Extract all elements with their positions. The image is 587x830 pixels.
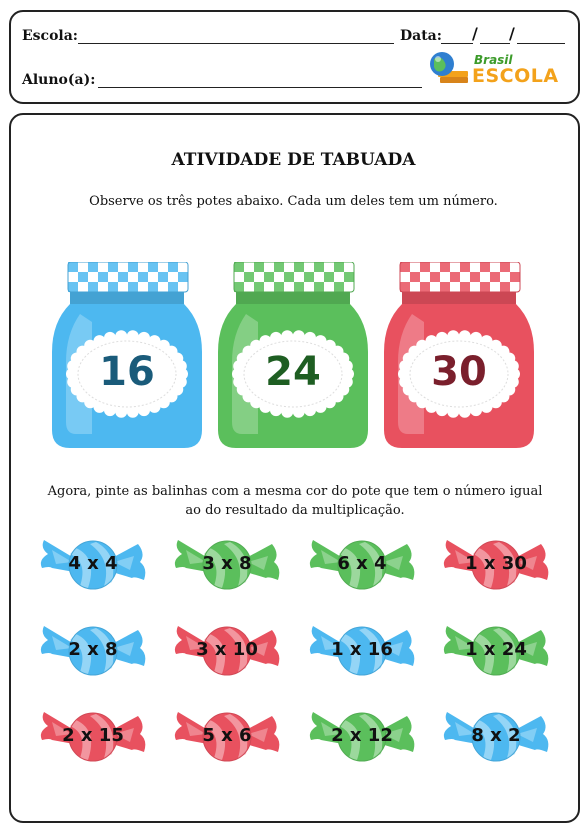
page-title: ATIVIDADE DE TABUADA — [171, 150, 416, 170]
school-field[interactable] — [78, 43, 394, 44]
candy-label: 1 x 30 — [465, 553, 527, 574]
instruction-text-1: Observe os três potes abaixo. Cada um de… — [89, 194, 498, 209]
jar-blue: 16 — [52, 262, 202, 450]
brasil-escola-logo: Brasil ESCOLA — [422, 45, 567, 87]
candy-label: 3 x 10 — [196, 639, 258, 660]
candy-label: 6 x 4 — [337, 553, 387, 574]
date-separator: / — [472, 24, 478, 43]
candy-label: 2 x 8 — [68, 639, 118, 660]
candy-label: 5 x 6 — [202, 725, 252, 746]
candy-label: 8 x 2 — [471, 725, 521, 746]
candy-blue[interactable]: 2 x 8 — [38, 620, 148, 682]
candy-red[interactable]: 5 x 6 — [172, 706, 282, 768]
candy-blue[interactable]: 8 x 2 — [441, 706, 551, 768]
instruction-text-2: Agora, pinte as balinhas com a mesma cor… — [47, 484, 543, 518]
candy-label: 4 x 4 — [68, 553, 118, 574]
candy-label: 3 x 8 — [202, 553, 252, 574]
student-label: Aluno(a): — [22, 72, 96, 88]
candy-red[interactable]: 3 x 10 — [172, 620, 282, 682]
candy-green[interactable]: 3 x 8 — [172, 534, 282, 596]
date-year-field[interactable] — [517, 43, 565, 44]
candy-blue[interactable]: 4 x 4 — [38, 534, 148, 596]
candy-red[interactable]: 2 x 15 — [38, 706, 148, 768]
date-month-field[interactable] — [480, 43, 510, 44]
globe-books-icon — [430, 52, 468, 83]
candy-green[interactable]: 1 x 24 — [441, 620, 551, 682]
candy-label: 2 x 15 — [62, 725, 124, 746]
school-label: Escola: — [22, 28, 78, 44]
logo-text-escola: ESCOLA — [472, 65, 559, 87]
date-day-field[interactable] — [441, 43, 473, 44]
logo-text-brasil: Brasil — [474, 53, 513, 67]
jar-red: 30 — [384, 262, 534, 450]
candy-label: 2 x 12 — [331, 725, 393, 746]
candy-label: 1 x 24 — [465, 639, 527, 660]
date-separator: / — [509, 24, 515, 43]
jar-number: 24 — [265, 349, 321, 395]
jar-number: 30 — [431, 349, 487, 395]
jar-number: 16 — [99, 349, 155, 395]
student-field[interactable] — [98, 87, 422, 88]
activity-box — [9, 113, 580, 823]
candy-red[interactable]: 1 x 30 — [441, 534, 551, 596]
header-box — [9, 10, 580, 104]
candy-green[interactable]: 2 x 12 — [307, 706, 417, 768]
date-label: Data: — [400, 28, 442, 44]
jar-green: 24 — [218, 262, 368, 450]
candy-green[interactable]: 6 x 4 — [307, 534, 417, 596]
candy-blue[interactable]: 1 x 16 — [307, 620, 417, 682]
candy-label: 1 x 16 — [331, 639, 393, 660]
